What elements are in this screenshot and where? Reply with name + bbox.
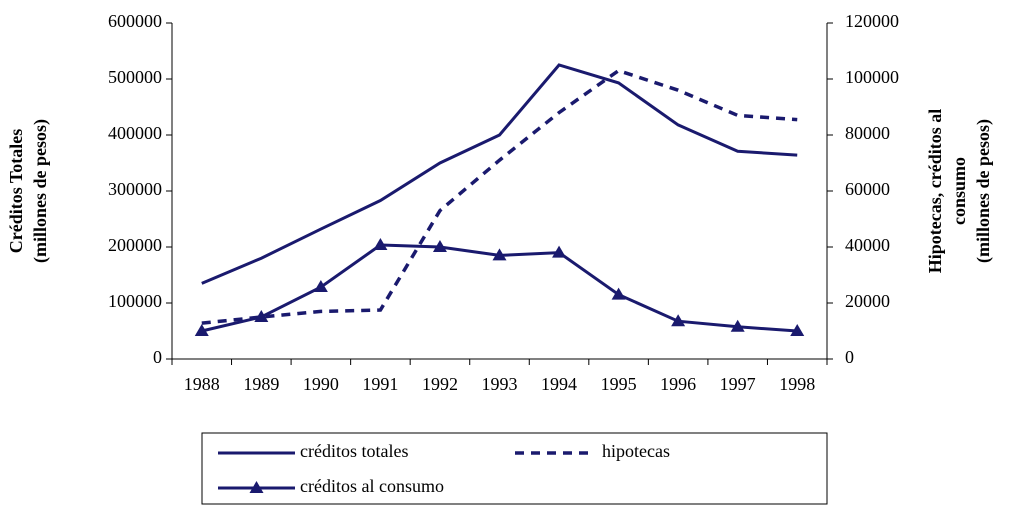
x-tick-label: 1990 [303,374,339,394]
y-tick-label: 400000 [108,123,162,143]
y-tick-label: 100000 [108,291,162,311]
data-marker [373,238,388,251]
y2-tick-label: 40000 [845,235,890,255]
x-tick-label: 1996 [660,374,696,394]
x-tick-label: 1991 [362,374,398,394]
data-marker [313,280,328,293]
data-marker [611,287,626,300]
data-marker [730,319,745,332]
data-marker [790,324,805,336]
x-tick-label: 1992 [422,374,458,394]
legend-box [201,432,828,505]
data-marker [432,240,447,252]
y2-tick-label: 120000 [845,11,899,31]
legend-label: créditos totales [300,441,408,461]
y-axis-title-line: Créditos Totales [6,129,26,254]
legend-label: hipotecas [602,441,670,461]
y-axis-title: Créditos Totales (millones de pesos) [6,119,51,263]
x-tick-label: 1993 [482,374,518,394]
legend-marker [249,481,264,493]
y2-tick-label: 60000 [845,179,890,199]
series-line [201,63,798,285]
y2-tick-label: 100000 [845,67,899,87]
y-tick-label: 600000 [108,11,162,31]
y2-tick-label: 0 [845,347,854,367]
legend-label: créditos al consumo [300,476,444,496]
data-marker [492,248,507,261]
y2-axis-title-line: (millones de pesos) [973,119,994,263]
series-line [201,68,798,325]
y2-axis-title-line: Hipotecas, créditos al [925,109,945,273]
x-tick-label: 1997 [720,374,756,394]
x-tick-label: 1989 [243,374,279,394]
y-tick-label: 500000 [108,67,162,87]
data-marker [254,310,269,322]
data-marker [671,314,686,327]
x-tick-label: 1994 [541,374,577,394]
y2-tick-label: 20000 [845,291,890,311]
x-tick-label: 1995 [601,374,637,394]
x-tick-label: 1998 [779,374,815,394]
y-tick-label: 0 [153,347,162,367]
y2-axis-title-line: consumo [949,157,969,225]
data-marker [552,245,567,258]
y2-axis-title: Hipotecas, créditos al consumo (millones d… [925,109,994,273]
y-tick-label: 300000 [108,179,162,199]
y-tick-label: 200000 [108,235,162,255]
data-marker [194,324,209,336]
y2-tick-label: 80000 [845,123,890,143]
x-tick-label: 1988 [184,374,220,394]
y-axis-title-line: (millones de pesos) [30,119,51,263]
